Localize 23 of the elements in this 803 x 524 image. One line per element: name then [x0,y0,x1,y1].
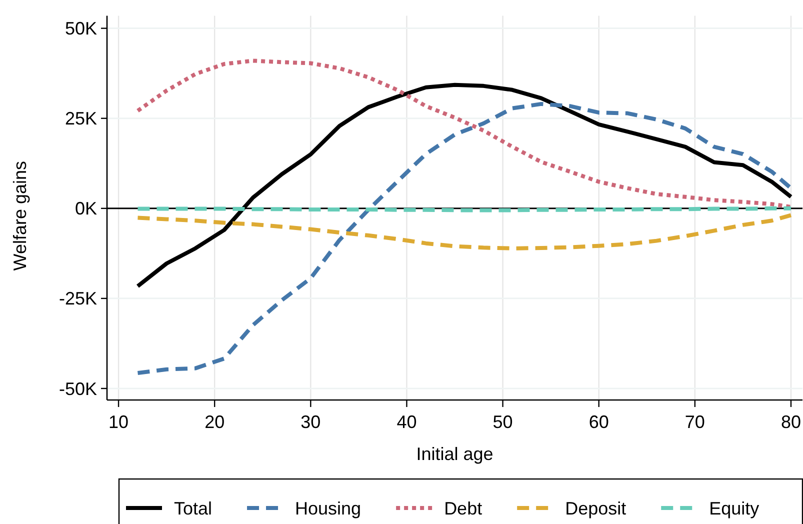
y-tick-label: -25K [58,288,97,309]
x-tick-label: 10 [108,412,129,432]
y-tick-label: 25K [64,108,97,129]
line-series [136,102,793,375]
x-tick-label: 40 [396,412,417,432]
y-tick-label: 0K [74,198,97,219]
y-axis-title: Welfare gains [10,160,30,271]
x-tick-label: 80 [780,412,801,432]
x-tick-label: 20 [204,412,225,432]
legend-label: Deposit [565,498,626,518]
line-series [136,213,793,250]
line-series [136,58,793,209]
x-axis-title: Initial age [416,444,494,464]
x-tick-label: 50 [492,412,513,432]
x-tick-label: 70 [684,412,705,432]
y-tick-label: -50K [58,378,97,399]
legend-label: Total [174,498,212,518]
x-tick-label: 30 [300,412,321,432]
legend-label: Debt [444,498,482,518]
x-tick-label: 60 [588,412,609,432]
legend-label: Housing [295,498,362,518]
y-tick-label: 50K [64,18,97,39]
legend-label: Equity [709,498,760,518]
